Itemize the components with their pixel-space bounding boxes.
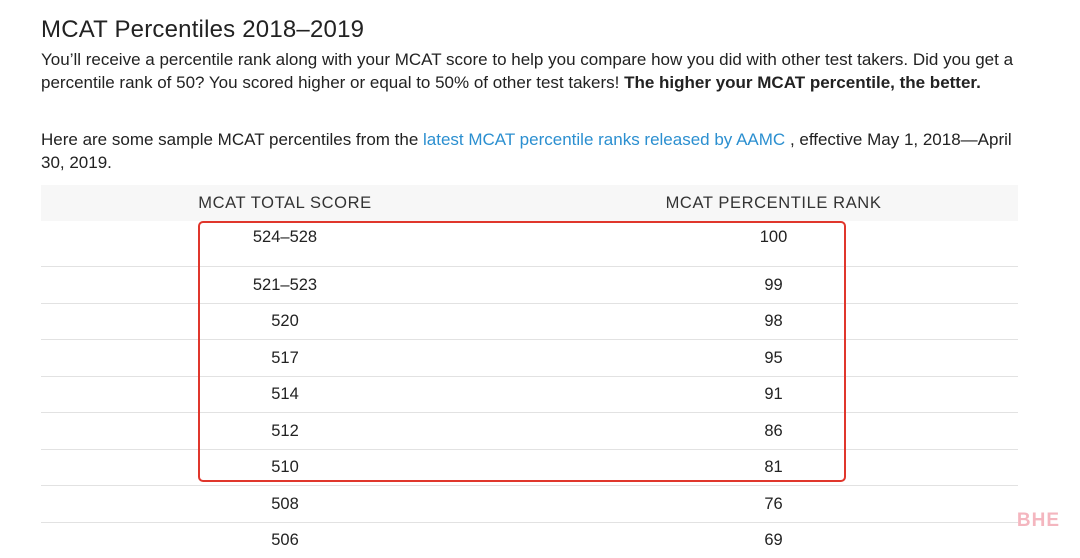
table-row: 524–528 100 (41, 221, 1018, 267)
table-row: 517 95 (41, 340, 1018, 377)
percentile-cell: 91 (764, 385, 783, 403)
table-row: 520 98 (41, 304, 1018, 340)
percentile-cell: 86 (764, 421, 783, 440)
score-cell: 517 (271, 348, 299, 367)
score-cell: 508 (271, 494, 299, 513)
sample-text-after: , effective May 1, 2018—April 30, 2019. (41, 130, 1012, 172)
intro-paragraph: You’ll receive a percentile rank along w… (41, 49, 1031, 94)
percentile-cell: 69 (764, 531, 783, 549)
table-header: MCAT TOTAL SCORE MCAT PERCENTILE RANK (41, 185, 1018, 221)
score-cell: 510 (271, 458, 299, 476)
intro-bold-text: The higher your MCAT percentile, the bet… (624, 72, 981, 92)
score-cell: 512 (271, 421, 299, 440)
table-row: 512 86 (41, 413, 1018, 450)
percentile-cell: 95 (764, 348, 783, 367)
percentile-cell: 99 (764, 275, 783, 294)
table-row: 510 81 (41, 450, 1018, 486)
page-title: MCAT Percentiles 2018–2019 (41, 16, 365, 43)
percentile-table: MCAT TOTAL SCORE MCAT PERCENTILE RANK 52… (41, 185, 1018, 558)
score-cell: 506 (271, 531, 299, 549)
percentile-cell: 98 (764, 312, 783, 330)
highlight-box (198, 221, 846, 482)
percentile-cell: 100 (759, 228, 788, 246)
score-cell: 514 (271, 385, 299, 403)
table-row: 514 91 (41, 377, 1018, 413)
sample-paragraph: Here are some sample MCAT percentiles fr… (41, 129, 1031, 174)
score-cell: 524–528 (252, 228, 318, 246)
percentile-cell: 76 (764, 494, 783, 513)
score-cell: 521–523 (252, 275, 318, 294)
table-row: 506 69 (41, 523, 1018, 558)
table-row: 508 76 (41, 486, 1018, 523)
header-total-score: MCAT TOTAL SCORE (198, 193, 372, 212)
header-percentile-rank: MCAT PERCENTILE RANK (665, 193, 882, 212)
table-row: 521–523 99 (41, 267, 1018, 304)
aamc-link[interactable]: latest MCAT percentile ranks released by… (423, 130, 786, 149)
intro-text: You’ll receive a percentile rank along w… (41, 50, 1014, 92)
watermark: BHE (1016, 510, 1060, 531)
percentile-cell: 81 (764, 458, 783, 476)
score-cell: 520 (271, 312, 299, 330)
sample-text-before: Here are some sample MCAT percentiles fr… (41, 130, 424, 149)
